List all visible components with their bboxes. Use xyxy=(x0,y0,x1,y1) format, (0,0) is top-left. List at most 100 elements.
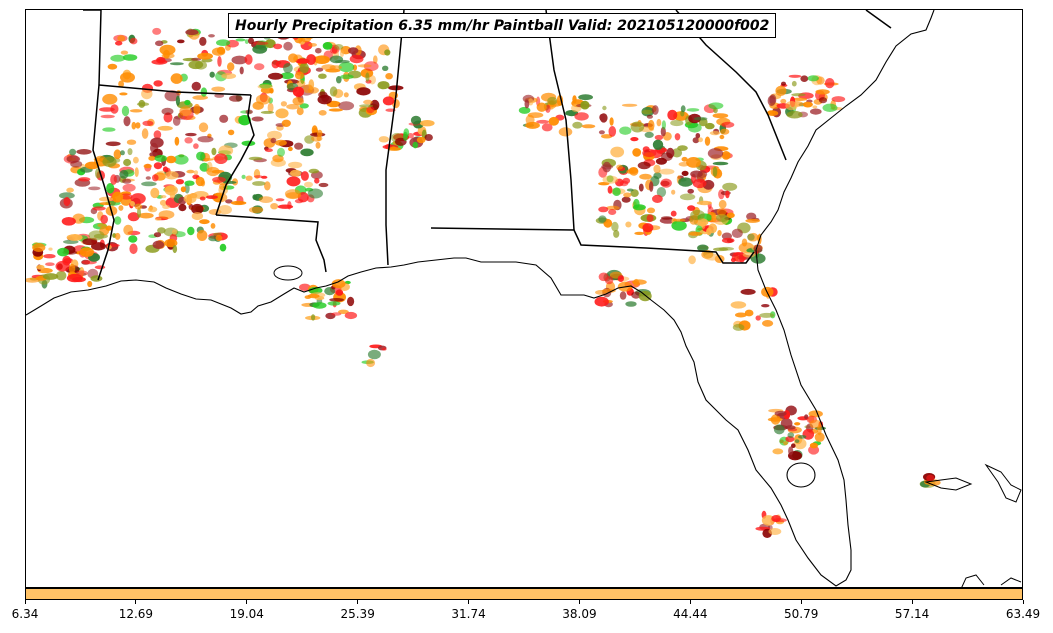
precip-blob xyxy=(100,114,115,119)
precip-blob xyxy=(199,219,210,225)
precip-blob xyxy=(184,99,191,106)
precip-blob xyxy=(303,84,314,94)
precip-blob xyxy=(722,182,738,191)
precip-blob xyxy=(660,216,673,220)
map-title: Hourly Precipitation 6.35 mm/hr Paintbal… xyxy=(235,17,770,34)
precip-blob xyxy=(528,98,534,106)
precip-blob xyxy=(155,40,164,47)
precip-blob xyxy=(191,212,204,221)
colorbar-tick-label: 6.34 xyxy=(11,607,39,621)
precip-blob xyxy=(831,96,846,103)
precip-blob xyxy=(725,190,730,199)
precip-blob xyxy=(206,166,220,177)
precip-blob xyxy=(547,96,558,105)
precip-blob xyxy=(137,207,141,219)
precip-blob xyxy=(164,185,178,196)
precip-blob xyxy=(280,72,294,80)
precip-blob xyxy=(284,189,301,199)
precip-blob xyxy=(788,74,802,78)
precip-blob xyxy=(275,108,289,119)
precip-blob xyxy=(130,201,135,207)
precip-blob xyxy=(150,187,160,199)
alabama-georgia-border xyxy=(545,10,575,231)
precip-blob xyxy=(196,230,208,241)
precip-blob xyxy=(696,218,709,227)
colorbar-tick xyxy=(911,600,913,604)
precip-blob xyxy=(117,35,126,42)
precip-blob xyxy=(55,260,70,272)
precip-blob xyxy=(160,195,167,199)
precip-blob xyxy=(385,73,393,80)
precip-blob xyxy=(79,247,94,257)
precip-blob xyxy=(141,88,153,100)
precip-blob xyxy=(712,113,729,119)
precip-blob xyxy=(761,304,770,308)
precip-blob xyxy=(651,105,659,115)
precip-blob xyxy=(594,296,609,307)
precip-blob xyxy=(599,113,605,121)
precip-blob xyxy=(812,105,818,109)
precip-blob xyxy=(637,161,651,170)
precip-blob xyxy=(231,55,248,65)
precip-blob xyxy=(598,130,605,135)
precip-blob xyxy=(114,232,121,240)
precip-blob xyxy=(304,181,313,188)
precip-blob xyxy=(318,182,329,188)
precip-blob xyxy=(179,106,192,117)
precip-blob xyxy=(174,136,180,146)
precip-blob xyxy=(791,97,808,102)
precip-blob xyxy=(366,358,376,368)
precip-blob xyxy=(156,56,166,64)
precip-blob xyxy=(274,139,287,146)
precip-blob xyxy=(308,43,317,47)
precip-blob xyxy=(214,93,225,98)
precip-blob xyxy=(616,164,623,170)
precip-blob xyxy=(296,107,304,116)
bahamas-island xyxy=(924,477,973,491)
precip-blob xyxy=(227,62,235,72)
precip-blob xyxy=(794,439,800,443)
precip-blob xyxy=(238,115,251,126)
precip-blob xyxy=(106,183,115,194)
precip-blob xyxy=(338,101,355,111)
precip-blob xyxy=(200,179,206,187)
precip-blob xyxy=(45,262,55,266)
precip-blob xyxy=(110,174,117,185)
precip-blob xyxy=(315,67,324,72)
precip-blob xyxy=(164,238,178,248)
precip-blob xyxy=(229,95,243,102)
precip-blob xyxy=(191,81,201,91)
precip-blob xyxy=(385,108,396,112)
precip-blob xyxy=(580,100,590,110)
precip-blob xyxy=(366,106,375,114)
precip-blob xyxy=(628,167,639,174)
precip-blob xyxy=(43,254,56,259)
precip-blob xyxy=(161,107,174,115)
precip-blob xyxy=(261,175,268,179)
precip-blob xyxy=(170,62,184,66)
precip-blob xyxy=(658,168,675,175)
precip-blob xyxy=(348,47,359,55)
precip-blob xyxy=(720,128,730,135)
precip-blob xyxy=(373,55,378,64)
precip-blob xyxy=(621,196,631,203)
precip-blob xyxy=(524,99,530,109)
precip-blob xyxy=(288,53,298,63)
precip-blob xyxy=(767,95,776,107)
precip-blob xyxy=(36,264,45,270)
precip-blob xyxy=(677,145,688,151)
precip-blob xyxy=(382,96,395,106)
precip-blob xyxy=(735,312,747,318)
precip-blob xyxy=(630,121,645,133)
precip-blob xyxy=(131,121,137,130)
precip-blob xyxy=(219,243,227,252)
colorbar xyxy=(25,588,1023,600)
precip-blob xyxy=(818,97,828,104)
precip-blob xyxy=(313,55,330,64)
precip-blob xyxy=(211,86,226,92)
precip-blob xyxy=(172,116,181,126)
precip-blob xyxy=(111,191,124,203)
precip-blob xyxy=(634,231,645,235)
precip-blob xyxy=(175,179,184,185)
precip-blob xyxy=(57,247,70,257)
